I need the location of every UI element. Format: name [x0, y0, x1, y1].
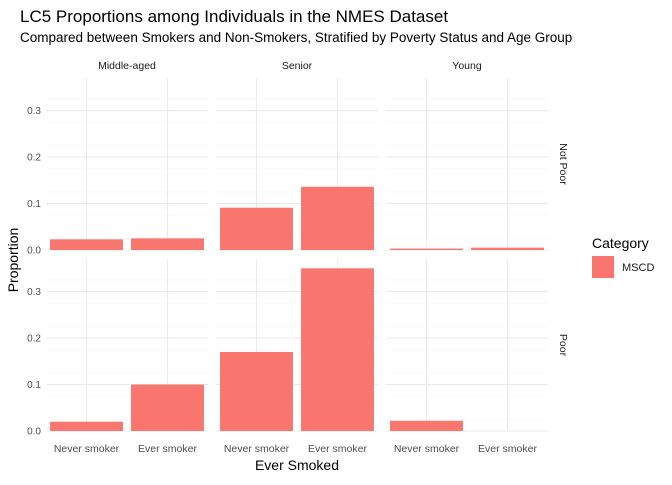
y-tick-label: 0.0 — [27, 246, 41, 257]
bar — [390, 248, 463, 250]
y-tick-label: 0.1 — [27, 380, 41, 391]
y-axis-title: Proportion — [5, 228, 21, 293]
bar — [50, 239, 123, 250]
bar — [301, 186, 374, 250]
x-tick-label: Never smoker — [54, 443, 120, 455]
bar — [471, 247, 544, 250]
bar — [131, 384, 204, 431]
x-tick-label: Ever smoker — [308, 443, 367, 455]
y-tick-label: 0.3 — [27, 287, 41, 298]
y-tick-label: 0.0 — [27, 427, 41, 438]
legend-title: Category — [592, 235, 649, 251]
bar — [301, 268, 374, 431]
y-tick-label: 0.2 — [27, 334, 41, 345]
x-tick-label: Never smoker — [224, 443, 290, 455]
bar — [390, 420, 463, 431]
legend-key-mscd — [592, 256, 614, 278]
facet-strip-column: Middle-aged — [98, 60, 156, 72]
y-tick-label: 0.3 — [27, 106, 41, 117]
bar — [50, 421, 123, 431]
legend-label-mscd: MSCD — [622, 262, 654, 274]
chart-subtitle: Compared between Smokers and Non-Smokers… — [20, 30, 572, 45]
facet-strip-row: Not Poor — [557, 143, 569, 185]
panels-layer: Middle-aged Senior Young Not Poor Poor 0.0 0.1… — [27, 60, 569, 455]
x-axis-title: Ever Smoked — [255, 457, 339, 473]
x-tick-label: Ever smoker — [478, 443, 537, 455]
bar — [220, 351, 293, 431]
y-tick-label: 0.1 — [27, 199, 41, 210]
bar — [220, 207, 293, 250]
facet-strip-column: Young — [452, 60, 482, 72]
facet-strip-row: Poor — [557, 334, 569, 357]
chart-title: LC5 Proportions among Individuals in the… — [20, 7, 448, 26]
x-tick-label: Ever smoker — [138, 443, 197, 455]
x-tick-label: Never smoker — [394, 443, 460, 455]
facet-strip-column: Senior — [282, 60, 313, 72]
bar — [131, 238, 204, 250]
y-tick-label: 0.2 — [27, 153, 41, 164]
